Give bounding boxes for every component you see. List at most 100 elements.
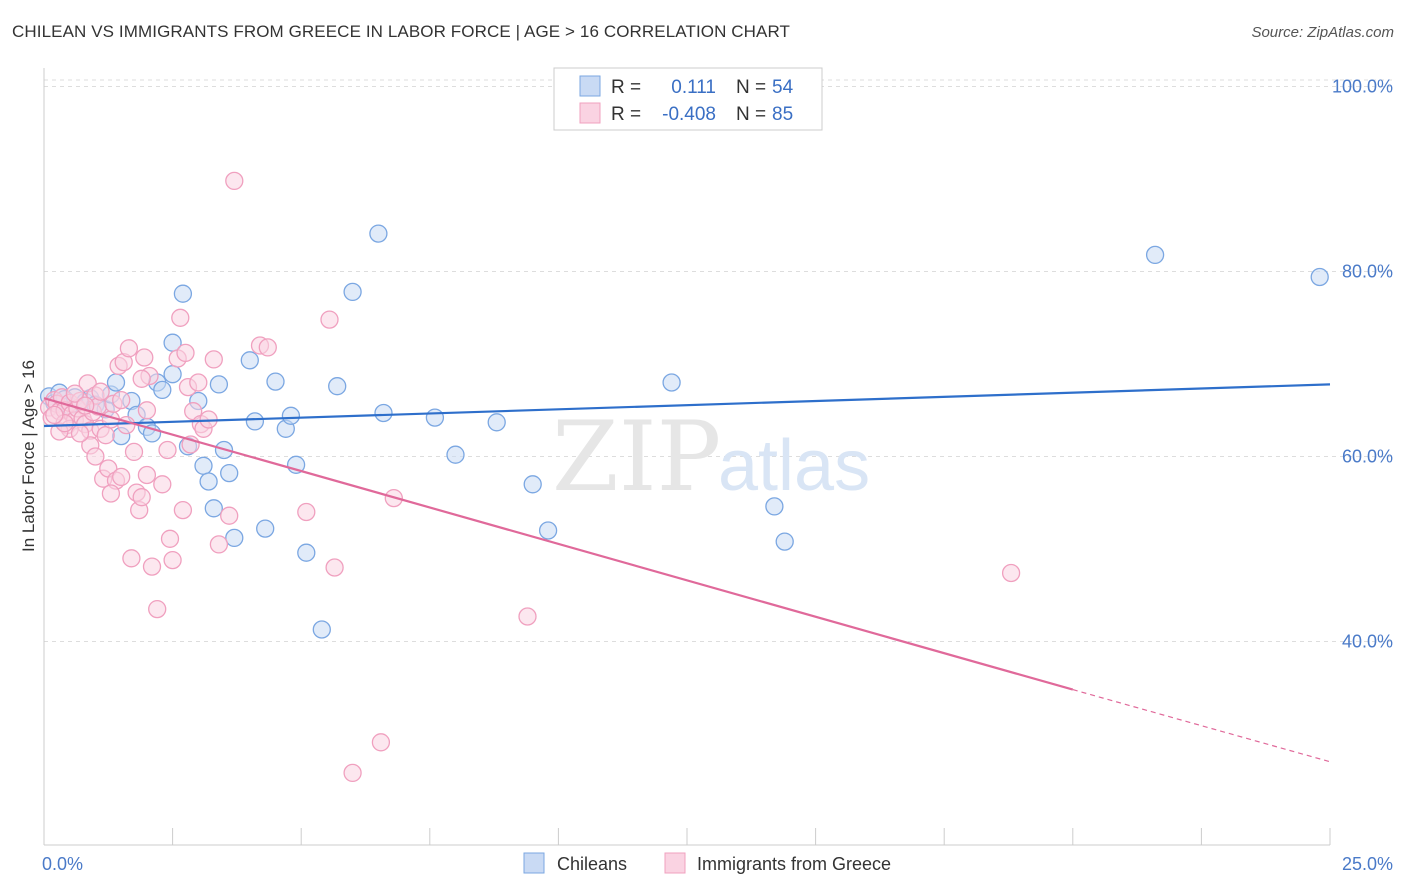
chileans-trend-line [43,383,1331,428]
greece-point-60 [225,171,244,191]
greece-point-70 [1001,563,1021,583]
x-tick-labels: 0.0% 25.0% [42,854,1393,874]
y-axis-label: In Labor Force | Age > 16 [19,360,38,552]
greece-point-28 [112,467,131,487]
data-points [39,171,1329,783]
greece-trend-line [43,397,1074,691]
greece-point-43 [158,440,177,460]
greece-point-57 [204,350,223,369]
greece-point-40 [142,557,162,576]
greece-trend-line-extension [1072,689,1331,763]
greece-point-53 [189,373,208,392]
legend-n-value-greece: 85 [772,104,793,125]
greece-point-37 [135,348,154,367]
greece-point-45 [163,550,182,570]
greece-point-67 [371,733,391,752]
greece-point-73 [91,382,110,401]
greece-point-68 [343,763,362,783]
chileans-point-19 [163,365,182,384]
legend-n-value-chileans: 54 [772,77,794,98]
top-legend: R = 0.111 N = 54 R = -0.408 N = 85 [553,67,823,131]
greece-point-82 [45,405,64,425]
legend-n-label-greece: N = [736,104,766,125]
chileans-point-39 [312,620,331,639]
chileans-point-42 [369,224,388,243]
chileans-point-51 [775,532,794,551]
chileans-point-33 [256,519,275,538]
chart-title: CHILEAN VS IMMIGRANTS FROM GREECE IN LAB… [12,22,791,41]
greece-point-75 [65,384,85,403]
legend-swatch-chileans [579,75,601,97]
greece-point-77 [101,484,121,503]
chileans-point-36 [281,406,301,425]
legend-r-value-greece: -0.408 [662,104,716,125]
greece-point-76 [70,424,90,443]
legend-r-label-greece: R = [611,104,641,125]
greece-point-65 [325,558,344,577]
chileans-point-47 [523,475,542,494]
greece-point-42 [153,475,172,494]
bottom-legend-label-chileans: Chileans [557,854,627,874]
greece-point-59 [220,506,239,525]
greece-point-44 [160,529,180,548]
chileans-point-27 [209,375,229,394]
greece-point-32 [122,549,141,568]
greece-point-58 [209,535,229,554]
greece-point-78 [112,390,131,410]
watermark-atlas: atlas [718,426,870,506]
chileans-point-26 [204,499,223,518]
chileans-point-11 [106,373,126,392]
y-tick-label-3: 100.0% [1332,77,1393,97]
legend-r-value-chileans: 0.111 [671,77,716,98]
watermark-zip: ZIP [552,401,721,513]
greece-point-47 [171,308,190,327]
greece-point-80 [132,369,151,388]
greece-point-22 [96,426,115,445]
greece-point-38 [137,401,157,420]
trend-lines [43,383,1331,763]
chileans-point-32 [245,412,265,431]
chileans-point-50 [765,497,784,516]
chileans-point-44 [425,408,445,427]
bottom-legend-swatch-chileans [523,852,545,874]
y-tick-label-0: 40.0% [1342,632,1393,652]
y-tick-label-1: 60.0% [1342,447,1393,467]
bottom-legend: Chileans Immigrants from Greece [523,852,891,874]
chileans-point-49 [662,373,681,392]
chileans-point-43 [374,403,393,423]
legend-n-label-chileans: N = [736,77,766,98]
greece-point-49 [176,343,195,363]
greece-point-31 [119,339,139,358]
chileans-point-24 [194,456,213,475]
greece-point-41 [148,599,167,619]
chart-source: Source: ZipAtlas.com [1251,24,1394,41]
legend-r-label-chileans: R = [611,77,641,98]
x-tick-label-0: 0.0% [42,854,83,874]
chileans-point-45 [446,445,465,464]
watermark: ZIP atlas [552,401,870,513]
greece-point-48 [173,500,193,520]
greece-point-33 [124,442,144,462]
chileans-point-48 [538,521,558,540]
chileans-point-52 [1145,245,1165,265]
chileans-point-21 [173,284,193,303]
chileans-point-18 [153,380,172,400]
chileans-point-41 [343,282,362,302]
chileans-point-53 [1310,267,1329,287]
greece-point-62 [258,338,277,357]
y-tick-labels: 40.0% 60.0% 80.0% 100.0% [1332,77,1393,652]
bottom-legend-label-greece: Immigrants from Greece [697,854,891,874]
greece-point-79 [137,465,157,485]
legend-swatch-greece [579,102,601,124]
greece-point-69 [518,607,537,626]
chileans-point-25 [199,472,218,491]
greece-point-83 [86,447,105,466]
chileans-point-34 [266,372,285,391]
x-minor-ticks [172,828,1331,845]
greece-point-63 [297,502,316,522]
chileans-point-29 [220,463,239,483]
chileans-point-38 [297,543,316,562]
chileans-point-30 [225,528,244,548]
